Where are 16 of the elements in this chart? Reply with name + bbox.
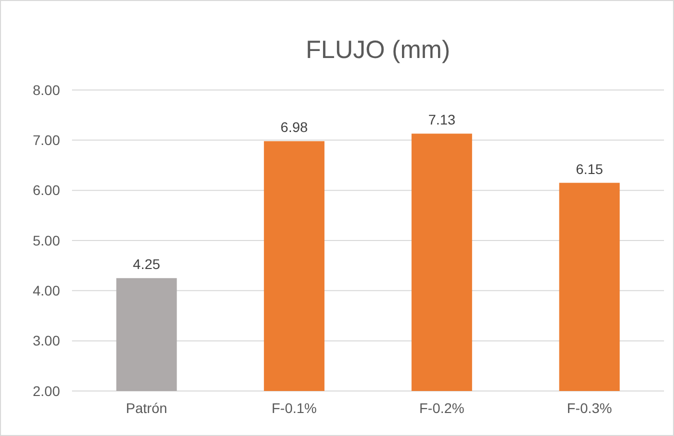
- x-tick-label: Patrón: [126, 400, 168, 416]
- x-tick-label: F-0.2%: [419, 400, 464, 416]
- y-tick-label: 5.00: [32, 232, 60, 248]
- y-tick-label: 6.00: [32, 182, 60, 198]
- x-tick-label: F-0.3%: [566, 400, 612, 416]
- data-label: 6.98: [280, 119, 308, 136]
- y-tick-label: 2.00: [32, 382, 60, 399]
- y-tick-label: 3.00: [32, 332, 60, 349]
- data-label: 4.25: [132, 256, 160, 272]
- data-label: 7.13: [428, 112, 456, 128]
- y-tick-label: 8.00: [32, 82, 60, 98]
- data-label: 6.15: [576, 160, 604, 177]
- chart-title: FLUJO (mm): [306, 36, 450, 64]
- y-tick-label: 4.00: [32, 282, 60, 299]
- y-tick-label: 7.00: [32, 132, 60, 148]
- x-tick-label: F-0.1%: [272, 400, 317, 416]
